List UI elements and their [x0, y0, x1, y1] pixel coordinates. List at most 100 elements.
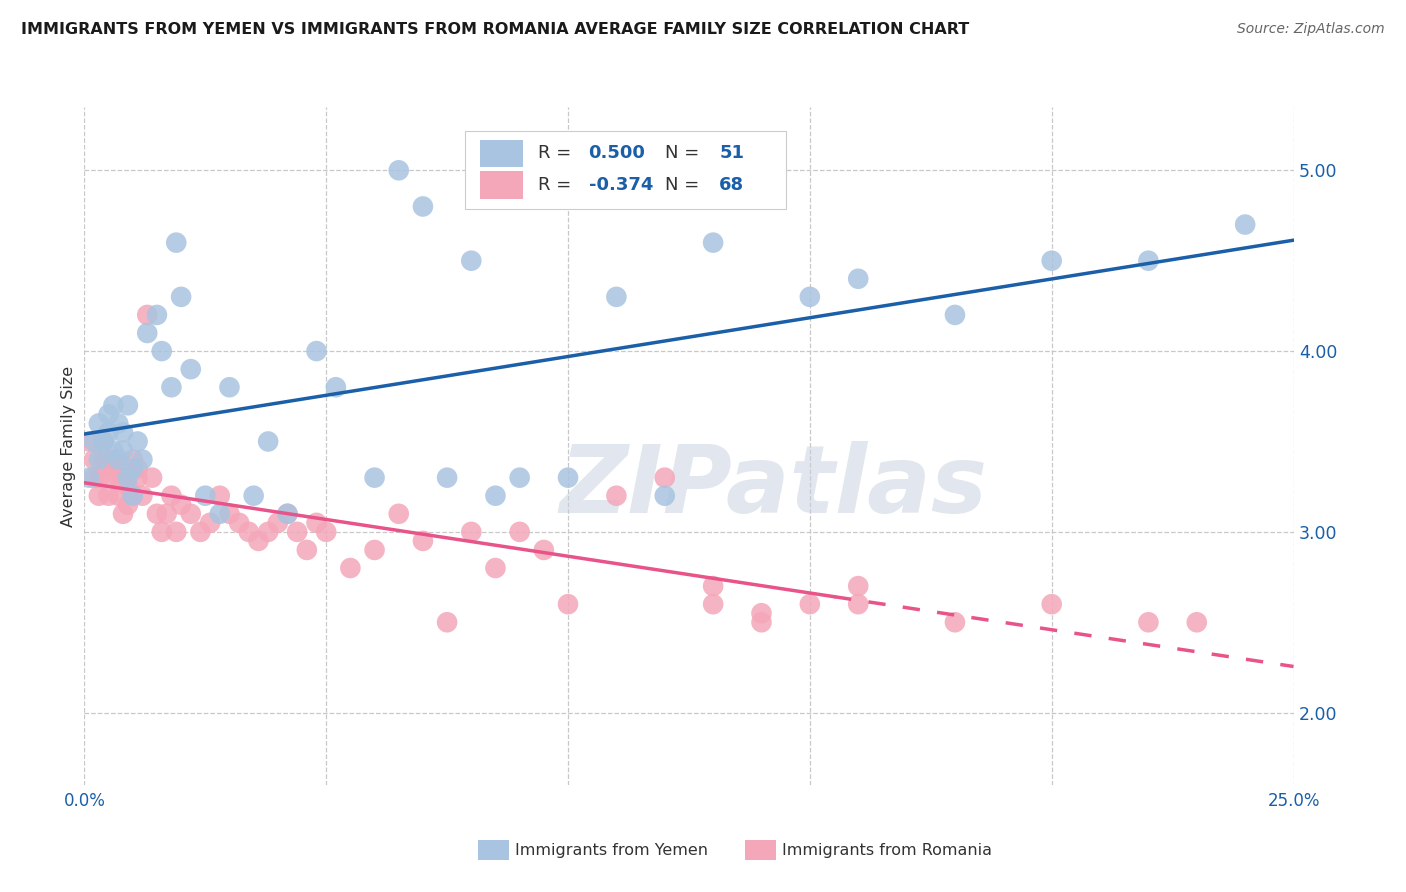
Point: [136, 326, 159, 340]
Point: [107, 452, 129, 467]
Point: [97, 425, 120, 440]
Y-axis label: Average Family Size: Average Family Size: [60, 366, 76, 526]
Point: [846, 597, 869, 611]
Point: [165, 524, 187, 539]
Point: [93, 434, 115, 449]
Text: Immigrants from Romania: Immigrants from Romania: [782, 843, 991, 857]
Point: [436, 470, 458, 484]
Point: [77, 434, 100, 449]
Point: [605, 489, 627, 503]
Point: [363, 543, 385, 558]
Point: [83, 434, 105, 449]
Point: [242, 489, 264, 503]
Point: [112, 443, 135, 458]
Point: [605, 290, 627, 304]
Point: [87, 452, 110, 467]
Point: [228, 516, 250, 530]
Point: [103, 443, 125, 458]
Point: [127, 470, 149, 484]
Point: [267, 516, 290, 530]
Point: [751, 606, 773, 620]
Point: [436, 615, 458, 630]
Point: [150, 524, 173, 539]
Point: [943, 615, 966, 630]
Point: [257, 524, 280, 539]
Point: [103, 452, 125, 467]
Point: [198, 516, 221, 530]
Point: [509, 470, 531, 484]
Point: [208, 507, 231, 521]
Point: [136, 308, 159, 322]
Text: R =: R =: [538, 176, 576, 194]
Point: [83, 452, 105, 467]
Point: [276, 507, 298, 521]
Point: [363, 470, 385, 484]
Text: 68: 68: [720, 176, 744, 194]
Point: [131, 489, 153, 503]
Point: [103, 461, 125, 475]
Point: [107, 470, 129, 484]
Point: [412, 199, 434, 213]
Point: [247, 533, 270, 548]
Point: [846, 579, 869, 593]
Point: [97, 408, 120, 422]
Point: [218, 507, 240, 521]
Point: [131, 452, 153, 467]
Point: [97, 489, 120, 503]
Point: [388, 507, 411, 521]
Point: [557, 597, 579, 611]
Point: [1040, 253, 1063, 268]
FancyBboxPatch shape: [479, 139, 523, 167]
Point: [117, 480, 139, 494]
Point: [315, 524, 337, 539]
Point: [83, 470, 105, 484]
Point: [751, 615, 773, 630]
Point: [412, 533, 434, 548]
Point: [127, 461, 149, 475]
Point: [160, 380, 183, 394]
Point: [702, 597, 724, 611]
Point: [339, 561, 361, 575]
Text: Source: ZipAtlas.com: Source: ZipAtlas.com: [1237, 22, 1385, 37]
Point: [325, 380, 347, 394]
Point: [141, 470, 163, 484]
Point: [509, 524, 531, 539]
Point: [146, 308, 169, 322]
Text: 51: 51: [720, 145, 744, 162]
Point: [305, 516, 328, 530]
Point: [150, 344, 173, 359]
Point: [1234, 218, 1257, 232]
Point: [305, 344, 328, 359]
Point: [87, 417, 110, 431]
Point: [460, 253, 482, 268]
Point: [1185, 615, 1208, 630]
Text: ZIPatlas: ZIPatlas: [560, 441, 987, 533]
Text: N =: N =: [665, 145, 704, 162]
Point: [484, 489, 506, 503]
Point: [654, 489, 676, 503]
Point: [107, 489, 129, 503]
Text: -0.374: -0.374: [589, 176, 652, 194]
Point: [194, 489, 217, 503]
Point: [846, 272, 869, 286]
Point: [799, 597, 821, 611]
Point: [121, 489, 143, 503]
Point: [170, 290, 193, 304]
Point: [285, 524, 308, 539]
Point: [388, 163, 411, 178]
Point: [238, 524, 260, 539]
Point: [170, 498, 193, 512]
Point: [180, 507, 202, 521]
Point: [533, 543, 555, 558]
Point: [295, 543, 318, 558]
Point: [1040, 597, 1063, 611]
Text: IMMIGRANTS FROM YEMEN VS IMMIGRANTS FROM ROMANIA AVERAGE FAMILY SIZE CORRELATION: IMMIGRANTS FROM YEMEN VS IMMIGRANTS FROM…: [21, 22, 969, 37]
Point: [702, 579, 724, 593]
Point: [943, 308, 966, 322]
Point: [121, 489, 143, 503]
Point: [190, 524, 212, 539]
Point: [127, 434, 149, 449]
Point: [702, 235, 724, 250]
Point: [97, 470, 120, 484]
Point: [654, 470, 676, 484]
